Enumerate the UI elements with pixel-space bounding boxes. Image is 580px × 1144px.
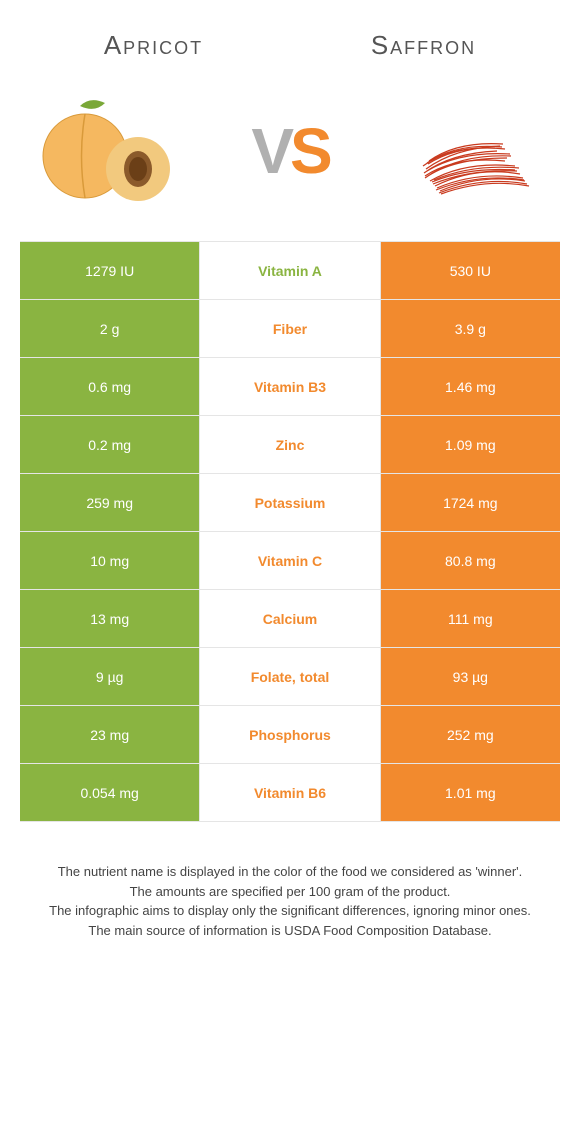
title-left: Apricot <box>104 30 203 61</box>
table-row: 2 gFiber3.9 g <box>20 300 560 358</box>
saffron-value: 1.46 mg <box>380 358 560 415</box>
saffron-value: 80.8 mg <box>380 532 560 589</box>
header: Apricot Saffron <box>0 0 580 71</box>
nutrient-name: Potassium <box>200 474 379 531</box>
saffron-image <box>400 91 550 211</box>
table-row: 23 mgPhosphorus252 mg <box>20 706 560 764</box>
title-right: Saffron <box>371 30 476 61</box>
apricot-value: 1279 IU <box>20 242 200 299</box>
nutrient-name: Vitamin B3 <box>200 358 379 415</box>
footnote-line: The amounts are specified per 100 gram o… <box>30 882 550 902</box>
apricot-value: 0.2 mg <box>20 416 200 473</box>
apricot-value: 10 mg <box>20 532 200 589</box>
apricot-value: 259 mg <box>20 474 200 531</box>
table-row: 259 mgPotassium1724 mg <box>20 474 560 532</box>
nutrient-name: Calcium <box>200 590 379 647</box>
nutrient-name: Phosphorus <box>200 706 379 763</box>
saffron-value: 3.9 g <box>380 300 560 357</box>
nutrient-name: Fiber <box>200 300 379 357</box>
nutrient-name: Zinc <box>200 416 379 473</box>
table-row: 1279 IUVitamin A530 IU <box>20 242 560 300</box>
apricot-value: 9 µg <box>20 648 200 705</box>
table-row: 0.054 mgVitamin B61.01 mg <box>20 764 560 822</box>
apricot-image <box>30 91 180 211</box>
vs-label: VS <box>251 114 328 188</box>
saffron-value: 530 IU <box>380 242 560 299</box>
apricot-value: 23 mg <box>20 706 200 763</box>
nutrient-name: Folate, total <box>200 648 379 705</box>
apricot-value: 2 g <box>20 300 200 357</box>
saffron-value: 1.01 mg <box>380 764 560 821</box>
apricot-value: 13 mg <box>20 590 200 647</box>
table-row: 0.6 mgVitamin B31.46 mg <box>20 358 560 416</box>
saffron-value: 111 mg <box>380 590 560 647</box>
footnote-line: The main source of information is USDA F… <box>30 921 550 941</box>
images-row: VS <box>0 71 580 241</box>
nutrient-name: Vitamin C <box>200 532 379 589</box>
footnote-line: The nutrient name is displayed in the co… <box>30 862 550 882</box>
table-row: 13 mgCalcium111 mg <box>20 590 560 648</box>
saffron-value: 1724 mg <box>380 474 560 531</box>
apricot-value: 0.6 mg <box>20 358 200 415</box>
nutrient-name: Vitamin A <box>200 242 379 299</box>
footnote-line: The infographic aims to display only the… <box>30 901 550 921</box>
vs-v: V <box>251 115 290 187</box>
saffron-value: 93 µg <box>380 648 560 705</box>
saffron-value: 1.09 mg <box>380 416 560 473</box>
table-row: 10 mgVitamin C80.8 mg <box>20 532 560 590</box>
nutrient-table: 1279 IUVitamin A530 IU2 gFiber3.9 g0.6 m… <box>20 241 560 822</box>
table-row: 9 µgFolate, total93 µg <box>20 648 560 706</box>
nutrient-name: Vitamin B6 <box>200 764 379 821</box>
vs-s: S <box>290 115 329 187</box>
footnotes: The nutrient name is displayed in the co… <box>0 822 580 960</box>
apricot-value: 0.054 mg <box>20 764 200 821</box>
saffron-value: 252 mg <box>380 706 560 763</box>
table-row: 0.2 mgZinc1.09 mg <box>20 416 560 474</box>
